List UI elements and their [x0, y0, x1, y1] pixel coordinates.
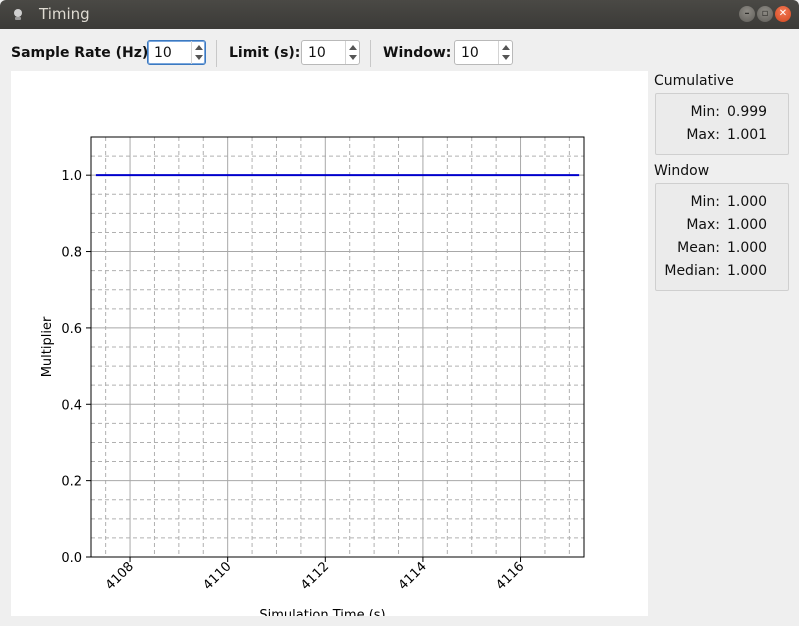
window-value[interactable]: 10	[461, 45, 479, 61]
window-median-value: 1.000	[727, 263, 768, 279]
window-max-value: 1.000	[727, 217, 768, 233]
limit-spinbox[interactable]: 10	[301, 40, 360, 65]
plot-canvas[interactable]: 4108 4110 4112 4114 4116 0.0 0.2 0.4 0.6 0.8 1.0 Mu…	[11, 71, 648, 623]
limit-label: Limit (s):	[229, 45, 301, 61]
app-icon	[14, 9, 22, 20]
cumulative-title: Cumulative	[654, 73, 734, 89]
increment-icon[interactable]	[349, 45, 357, 50]
close-icon[interactable]: ✕	[775, 6, 791, 22]
increment-icon[interactable]	[195, 45, 203, 50]
cumulative-max-label: Max:	[686, 127, 720, 143]
toolbar-separator	[370, 40, 371, 67]
multiplier-chart: 4108 4110 4112 4114 4116 0.0 0.2 0.4 0.6 0.8 1.0 Mu…	[40, 136, 585, 623]
window-mean-label: Mean:	[677, 240, 720, 256]
window-stats-group: Min: 1.000 Max: 1.000 Mean: 1.000 Median…	[655, 183, 789, 291]
decrement-icon[interactable]	[349, 55, 357, 60]
x-tick-label: 4114	[396, 559, 430, 593]
window-mean-value: 1.000	[727, 240, 768, 256]
maximize-icon[interactable]: ▫	[757, 6, 773, 22]
y-tick-label: 0.6	[61, 322, 82, 337]
sample-rate-label: Sample Rate (Hz):	[11, 45, 154, 61]
axes-frame	[90, 136, 585, 558]
decrement-icon[interactable]	[502, 55, 510, 60]
title-bar[interactable]: Timing – ▫ ✕	[0, 0, 799, 29]
toolbar-separator	[216, 40, 217, 67]
sample-rate-value[interactable]: 10	[154, 45, 172, 61]
window-min-value: 1.000	[727, 194, 768, 210]
window-title: Timing	[39, 5, 90, 23]
increment-icon[interactable]	[502, 45, 510, 50]
limit-stepper[interactable]	[345, 41, 359, 64]
y-tick-label: 1.0	[61, 169, 82, 184]
x-tick-label: 4112	[298, 559, 332, 593]
cumulative-group: Min: 0.999 Max: 1.001	[655, 93, 789, 155]
y-tick-label: 0.2	[61, 475, 82, 490]
y-tick-label: 0.0	[61, 551, 82, 566]
window-stats-title: Window	[654, 163, 710, 179]
x-axis-label: Simulation Time (s)	[259, 608, 385, 616]
window-min-label: Min:	[690, 194, 720, 210]
window-spinbox[interactable]: 10	[454, 40, 513, 65]
sample-rate-spinbox[interactable]: 10	[147, 40, 206, 65]
window-stepper[interactable]	[498, 41, 512, 64]
toolbar: Sample Rate (Hz): 10 Limit (s): 10 Windo…	[0, 29, 799, 73]
y-axis-label: Multiplier	[40, 316, 55, 377]
window-median-label: Median:	[664, 263, 720, 279]
cumulative-min-label: Min:	[690, 104, 720, 120]
x-tick-label: 4116	[493, 559, 527, 593]
minimize-icon[interactable]: –	[739, 6, 755, 22]
x-tick-label: 4110	[200, 559, 234, 593]
decrement-icon[interactable]	[195, 55, 203, 60]
cumulative-min-value: 0.999	[727, 104, 768, 120]
x-tick-label: 4108	[103, 559, 137, 593]
y-tick-label: 0.4	[61, 398, 82, 413]
y-tick-label: 0.8	[61, 246, 82, 261]
cumulative-max-value: 1.001	[727, 127, 768, 143]
sample-rate-stepper[interactable]	[191, 41, 205, 64]
limit-value[interactable]: 10	[308, 45, 326, 61]
window-label: Window:	[383, 45, 452, 61]
window-max-label: Max:	[686, 217, 720, 233]
